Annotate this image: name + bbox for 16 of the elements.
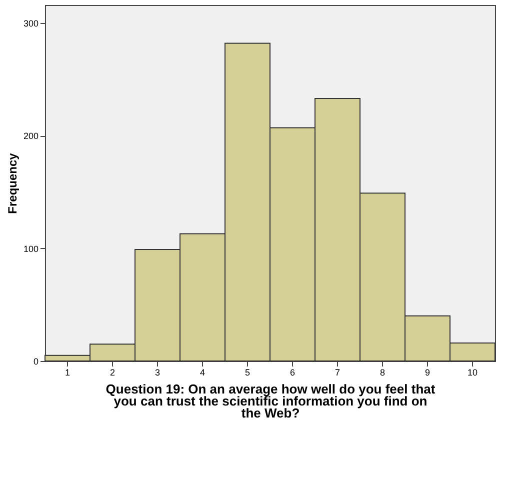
x-tick-label: 4 bbox=[200, 368, 206, 378]
y-tick-label: 300 bbox=[23, 18, 38, 29]
x-tick-label: 5 bbox=[244, 368, 250, 378]
x-tick-label: 8 bbox=[380, 368, 386, 378]
x-tick-label: 9 bbox=[424, 368, 430, 378]
x-tick-label: 6 bbox=[290, 368, 296, 378]
x-tick-label: 2 bbox=[110, 368, 116, 378]
x-tick-label: 7 bbox=[334, 368, 340, 378]
y-tick-label: 200 bbox=[23, 131, 38, 142]
x-tick-label: 1 bbox=[64, 368, 70, 378]
y-tick-label: 0 bbox=[33, 356, 38, 366]
x-tick-label: 3 bbox=[154, 368, 160, 378]
x-axis-title: Question 19: On an average how well do you feel that you can trust the scientific information you find on the Web? bbox=[106, 382, 436, 420]
x-tick-label: 10 bbox=[467, 368, 478, 378]
y-axis-title: Frequency bbox=[5, 152, 20, 214]
y-tick-label: 100 bbox=[23, 244, 38, 254]
